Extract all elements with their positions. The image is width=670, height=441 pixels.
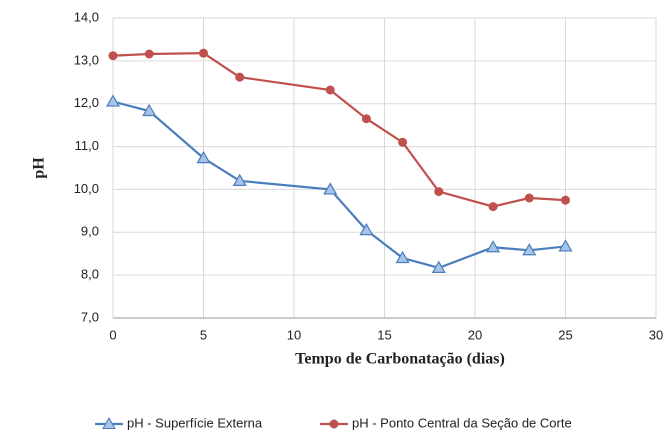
marker [361,114,371,124]
x-tick-label: 30 [649,327,663,342]
marker [105,94,121,107]
data-line [112,52,566,208]
marker [522,243,537,256]
marker [486,240,501,253]
x-tick-label: 5 [200,327,207,342]
x-axis-label: Tempo de Carbonatação (dias) [295,351,505,368]
y-tick-label: 10,0 [74,181,99,196]
y-tick-label: 13,0 [74,52,99,67]
marker [144,49,154,59]
marker [325,85,335,95]
y-tick-label: 11,0 [75,138,99,153]
marker [359,222,374,236]
legend-label: pH - Ponto Central da Seção de Corte [352,415,572,430]
data-line [112,100,566,270]
marker [323,182,338,195]
marker [524,193,534,203]
marker [108,51,118,61]
marker [488,202,498,212]
y-tick-label: 14,0 [74,9,99,24]
marker [558,239,573,252]
legend-label: pH - Superfície Externa [127,415,263,430]
marker [434,187,444,197]
y-tick-label: 7,0 [81,309,99,324]
marker [196,150,211,164]
legend-marker [329,419,339,429]
marker [235,72,245,82]
marker [431,260,446,273]
marker [142,103,157,117]
x-tick-label: 0 [109,327,116,342]
marker [232,173,247,186]
marker [398,137,408,147]
legend-marker [102,416,116,429]
y-tick-label: 12,0 [74,95,99,110]
x-tick-label: 10 [287,327,301,342]
x-tick-label: 20 [468,327,482,342]
marker [561,195,570,205]
x-tick-label: 15 [377,327,391,342]
x-tick-label: 25 [558,327,572,342]
y-tick-label: 8,0 [81,267,99,282]
y-axis-label: pH [31,157,48,179]
marker [395,250,410,264]
marker [199,48,208,58]
y-tick-label: 9,0 [81,224,99,239]
